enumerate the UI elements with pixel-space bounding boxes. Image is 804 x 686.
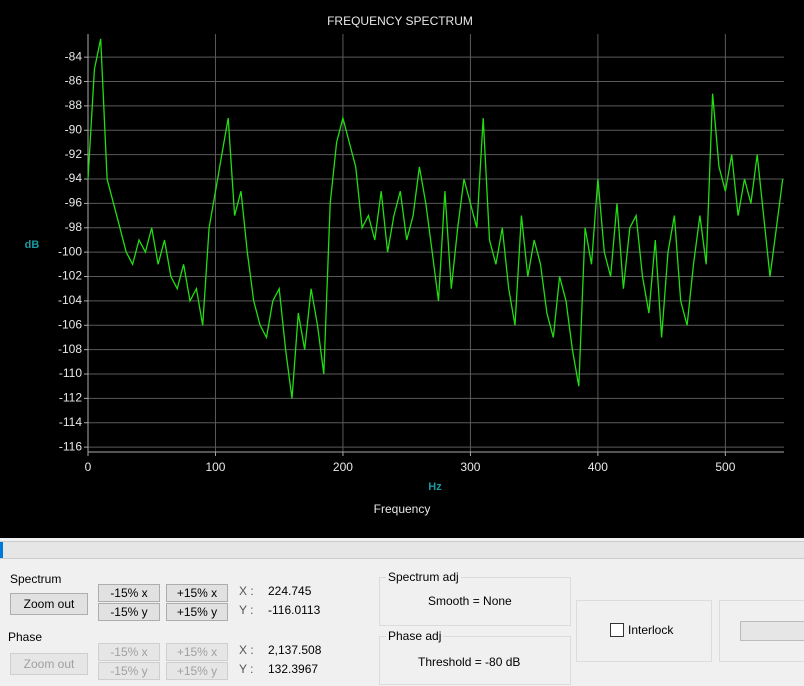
spectrum-group: Spectrum [4, 572, 370, 628]
x-tick-label: 100 [205, 460, 225, 474]
chart-title: FREQUENCY SPECTRUM [327, 14, 473, 28]
group-caption: Phase [8, 630, 43, 644]
group-caption: Phase adj [386, 629, 444, 643]
y-tick-label: -114 [59, 415, 82, 429]
plus-y-button[interactable]: +15% y [166, 662, 228, 680]
progress-fill [0, 542, 3, 558]
checkbox[interactable] [610, 623, 624, 637]
side-button[interactable] [740, 621, 804, 641]
minus-x-button[interactable]: -15% x [98, 584, 160, 602]
side-group [719, 600, 804, 662]
y-tick-label: -92 [65, 147, 83, 161]
x-axis-label: Frequency [374, 502, 431, 516]
x-readout-label: X : [239, 584, 254, 598]
y-tick-label: -86 [65, 74, 83, 88]
x-tick-label: 300 [460, 460, 480, 474]
checkbox-label: Interlock [628, 623, 674, 637]
interlock-group: Interlock [576, 600, 712, 662]
y-tick-label: -96 [65, 196, 83, 210]
y-tick-label: -108 [58, 342, 82, 356]
y-tick-label: -98 [65, 220, 83, 234]
spectrum-adj-group: Spectrum adj Smooth = None [379, 570, 571, 626]
zoom-out-button[interactable]: Zoom out [10, 593, 88, 615]
group-caption: Spectrum adj [386, 570, 461, 584]
y-tick-label: -102 [58, 269, 82, 283]
y-tick-label: -116 [59, 439, 82, 453]
y-tick-label: -104 [58, 293, 82, 307]
y-tick-label: -94 [65, 171, 83, 185]
group-caption: Spectrum [8, 572, 64, 586]
progress-bar [0, 541, 804, 559]
x-tick-label: 400 [588, 460, 608, 474]
x-tick-label: 500 [715, 460, 735, 474]
y-readout-label: Y : [239, 603, 254, 617]
x-unit-label: Hz [428, 481, 442, 493]
phase-adj-group: Phase adj Threshold = -80 dB [379, 629, 571, 685]
minus-y-button[interactable]: -15% y [98, 603, 160, 621]
y-readout-label: Y : [239, 662, 254, 676]
y-axis-label: dB [25, 239, 40, 251]
x-readout: 224.745 [268, 584, 312, 598]
plus-x-button[interactable]: +15% x [166, 584, 228, 602]
plus-y-button[interactable]: +15% y [166, 603, 228, 621]
smooth-text: Smooth = None [428, 594, 512, 608]
y-tick-label: -112 [59, 391, 82, 405]
y-tick-label: -84 [65, 49, 83, 63]
x-tick-label: 200 [333, 460, 353, 474]
zoom-out-button[interactable]: Zoom out [10, 653, 88, 675]
y-tick-label: -106 [58, 317, 82, 331]
y-readout: 132.3967 [268, 662, 319, 676]
y-tick-label: -110 [59, 366, 82, 380]
threshold-text: Threshold = -80 dB [418, 655, 521, 669]
x-readout-label: X : [239, 643, 254, 657]
x-readout: 2,137.508 [268, 643, 322, 657]
spectrum-line [87, 38, 784, 399]
x-tick-label: 0 [85, 460, 92, 474]
chart: FREQUENCY SPECTRUM dB Hz Frequency -116 -… [0, 0, 804, 538]
y-tick-label: -100 [58, 244, 82, 258]
y-tick-label: -88 [65, 98, 83, 112]
minus-y-button[interactable]: -15% y [98, 662, 160, 680]
y-tick-label: -90 [65, 122, 83, 136]
plus-x-button[interactable]: +15% x [166, 643, 228, 661]
y-readout: -116.0113 [268, 603, 321, 617]
minus-x-button[interactable]: -15% x [98, 643, 160, 661]
